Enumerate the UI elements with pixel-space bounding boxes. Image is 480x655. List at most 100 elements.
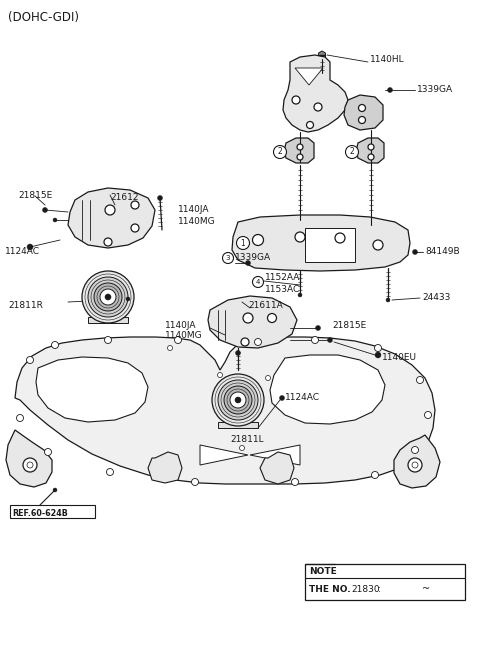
Circle shape	[412, 250, 418, 255]
Text: 1140JA: 1140JA	[178, 206, 209, 214]
Polygon shape	[284, 138, 314, 163]
Circle shape	[236, 350, 240, 356]
Circle shape	[45, 449, 51, 455]
Text: 21830: 21830	[351, 584, 380, 593]
Text: 1140JA: 1140JA	[165, 320, 196, 329]
Circle shape	[212, 374, 264, 426]
Text: REF.60-624B: REF.60-624B	[12, 508, 68, 517]
Polygon shape	[356, 138, 384, 163]
Circle shape	[27, 462, 33, 468]
Circle shape	[168, 345, 172, 350]
Circle shape	[424, 411, 432, 419]
Circle shape	[230, 392, 246, 408]
Text: 1124AC: 1124AC	[285, 394, 320, 403]
Polygon shape	[319, 51, 325, 59]
Circle shape	[279, 396, 285, 400]
Circle shape	[245, 261, 251, 265]
Circle shape	[327, 337, 333, 343]
Circle shape	[105, 205, 115, 215]
Polygon shape	[232, 215, 410, 271]
Circle shape	[315, 326, 321, 331]
Text: 4: 4	[427, 586, 431, 592]
Text: 21811L: 21811L	[230, 436, 264, 445]
Text: 2: 2	[349, 147, 354, 157]
Circle shape	[254, 339, 262, 345]
Circle shape	[126, 297, 130, 301]
Circle shape	[297, 144, 303, 150]
Polygon shape	[15, 337, 435, 484]
Circle shape	[382, 584, 393, 595]
Polygon shape	[250, 445, 300, 465]
Text: THE NO.: THE NO.	[309, 584, 350, 593]
Text: 1152AA: 1152AA	[265, 274, 300, 282]
Text: 4: 4	[256, 279, 260, 285]
Circle shape	[335, 233, 345, 243]
Circle shape	[237, 236, 250, 250]
Polygon shape	[148, 452, 182, 483]
Text: 2: 2	[399, 586, 403, 592]
Polygon shape	[305, 564, 465, 600]
Text: 21815E: 21815E	[332, 320, 366, 329]
Circle shape	[291, 479, 299, 485]
Text: 1: 1	[240, 238, 245, 248]
Circle shape	[107, 468, 113, 476]
Circle shape	[252, 276, 264, 288]
Text: :: :	[378, 584, 381, 593]
Polygon shape	[344, 95, 383, 130]
Text: ~: ~	[422, 584, 430, 594]
Polygon shape	[295, 68, 323, 85]
Text: 1140MG: 1140MG	[165, 331, 203, 341]
Polygon shape	[6, 430, 52, 487]
Circle shape	[346, 145, 359, 159]
Polygon shape	[270, 355, 385, 424]
Text: 1140EU: 1140EU	[382, 354, 417, 362]
Circle shape	[373, 240, 383, 250]
Circle shape	[243, 313, 253, 323]
Circle shape	[387, 88, 393, 92]
Circle shape	[100, 289, 116, 305]
Polygon shape	[260, 452, 294, 484]
Circle shape	[104, 238, 112, 246]
Circle shape	[26, 356, 34, 364]
Circle shape	[295, 232, 305, 242]
Circle shape	[267, 314, 276, 322]
Circle shape	[386, 298, 390, 302]
Circle shape	[312, 337, 319, 343]
Circle shape	[27, 244, 33, 250]
Text: 21815E: 21815E	[18, 191, 52, 200]
Circle shape	[175, 337, 181, 343]
Text: 1339GA: 1339GA	[417, 86, 453, 94]
Circle shape	[192, 479, 199, 485]
Polygon shape	[283, 55, 348, 132]
Text: 3: 3	[226, 255, 230, 261]
Circle shape	[411, 447, 419, 453]
Circle shape	[359, 117, 365, 124]
Text: 1140MG: 1140MG	[178, 217, 216, 225]
Circle shape	[53, 218, 57, 222]
Circle shape	[368, 144, 374, 150]
Circle shape	[235, 397, 241, 403]
Text: 1: 1	[385, 586, 389, 592]
Text: 1140HL: 1140HL	[370, 56, 405, 64]
Circle shape	[417, 377, 423, 383]
Circle shape	[88, 277, 128, 317]
Circle shape	[51, 341, 59, 348]
Text: 2: 2	[277, 147, 282, 157]
Text: 21611A: 21611A	[248, 301, 283, 310]
Text: 84149B: 84149B	[425, 248, 460, 257]
Text: 1153AC: 1153AC	[265, 284, 300, 293]
Circle shape	[359, 105, 365, 111]
Circle shape	[131, 201, 139, 209]
Circle shape	[252, 234, 264, 246]
Circle shape	[131, 224, 139, 232]
Polygon shape	[36, 357, 148, 422]
Circle shape	[372, 472, 379, 479]
Text: ④: ④	[224, 253, 231, 263]
Polygon shape	[200, 445, 248, 465]
Polygon shape	[305, 228, 355, 262]
Circle shape	[82, 271, 134, 323]
Circle shape	[265, 375, 271, 381]
Circle shape	[218, 380, 258, 420]
Circle shape	[297, 154, 303, 160]
Circle shape	[409, 584, 420, 595]
